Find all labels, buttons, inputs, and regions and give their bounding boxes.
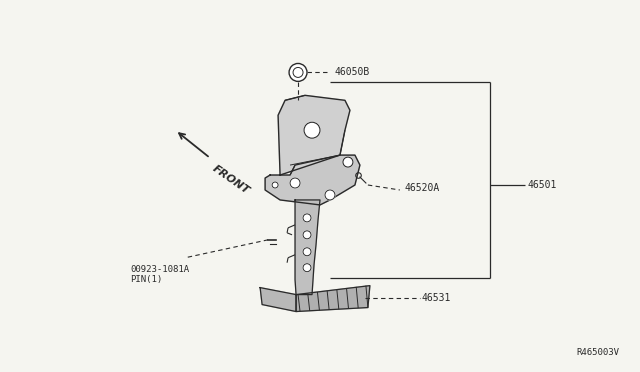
Circle shape — [290, 178, 300, 188]
Polygon shape — [265, 155, 360, 205]
Text: 46531: 46531 — [422, 293, 451, 302]
Text: 46050B: 46050B — [335, 67, 370, 77]
Polygon shape — [295, 200, 320, 295]
Polygon shape — [260, 288, 296, 311]
Circle shape — [293, 67, 303, 77]
Circle shape — [303, 264, 311, 272]
Circle shape — [303, 248, 311, 256]
Circle shape — [325, 190, 335, 200]
Polygon shape — [296, 286, 370, 311]
Circle shape — [303, 231, 311, 239]
Text: R465003V: R465003V — [577, 348, 620, 357]
Text: 46501: 46501 — [527, 180, 557, 190]
Text: 00923-1081A
PIN(1): 00923-1081A PIN(1) — [131, 265, 189, 284]
Circle shape — [289, 64, 307, 81]
Text: 46520A: 46520A — [405, 183, 440, 193]
Text: FRONT: FRONT — [210, 163, 251, 196]
Circle shape — [303, 214, 311, 222]
Circle shape — [272, 182, 278, 188]
Circle shape — [343, 157, 353, 167]
Circle shape — [304, 122, 320, 138]
Polygon shape — [278, 95, 350, 175]
